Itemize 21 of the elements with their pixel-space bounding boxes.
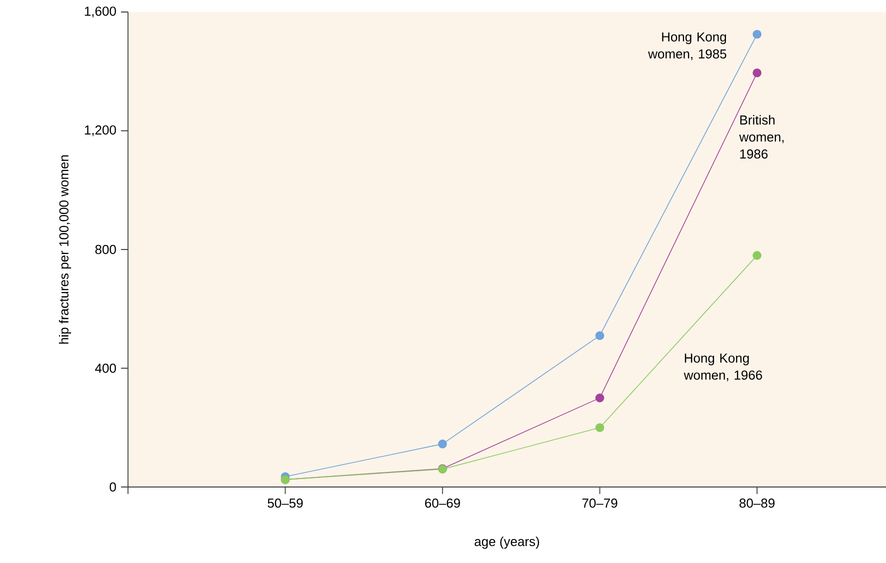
point — [438, 440, 447, 448]
point — [595, 423, 604, 432]
x-tick-label: 50–59 — [268, 498, 303, 508]
x-tick-label: 70–79 — [582, 498, 618, 508]
y-axis-title: hip fractures per 100,000 women — [58, 155, 72, 344]
point — [752, 251, 762, 260]
series-label: British women, 1986 — [739, 115, 784, 159]
point — [595, 331, 604, 340]
point — [752, 30, 762, 39]
point — [595, 394, 604, 402]
y-tick-label: 0 — [110, 482, 116, 492]
series-label: Hong Kong women, 1985 — [648, 32, 726, 60]
y-tick-label: 1,200 — [84, 125, 116, 136]
x-axis-title: age (years) — [474, 536, 540, 549]
x-tick-label: 80–89 — [740, 498, 775, 508]
y-tick-label: 800 — [95, 244, 116, 254]
series-label: Hong Kong women, 1966 — [684, 354, 762, 382]
y-tick-label: 400 — [95, 364, 116, 373]
y-tick-label: 1,600 — [84, 6, 116, 18]
point — [752, 68, 762, 78]
x-tick-label: 60–69 — [425, 498, 460, 508]
